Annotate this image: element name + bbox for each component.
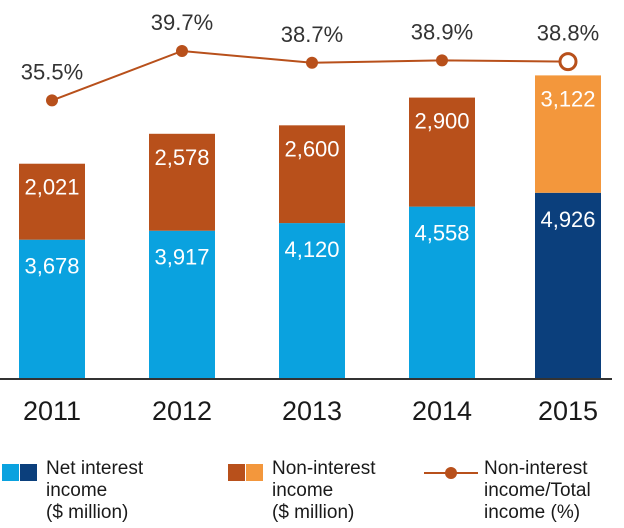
data-label-non-interest-2012: 2,578 [154, 145, 209, 170]
legend-non-interest: Non-interest income ($ million) [228, 458, 376, 524]
legend-net-interest: Net interest income ($ million) [2, 458, 143, 524]
ratio-label-2014: 38.9% [411, 19, 473, 44]
bar-non-interest-2011 [19, 163, 85, 240]
data-label-net-interest-2011: 3,678 [24, 254, 79, 279]
data-label-non-interest-2015: 3,122 [540, 86, 595, 111]
data-label-net-interest-2012: 3,917 [154, 245, 209, 270]
data-label-non-interest-2013: 2,600 [284, 136, 339, 161]
ratio-point-2013 [306, 56, 318, 69]
legend-line-key [424, 464, 478, 481]
data-label-net-interest-2015: 4,926 [540, 207, 595, 232]
data-label-non-interest-2014: 2,900 [414, 109, 469, 134]
legend-ratio: Non-interest income/Total income (%) [424, 458, 591, 524]
bar-net-interest-2011 [19, 239, 85, 378]
bar-net-interest-2014 [409, 206, 475, 378]
legend-label-ratio: Non-interest income/Total income (%) [484, 458, 591, 523]
ratio-point-2012 [176, 45, 188, 58]
x-tick-label-2013: 2013 [282, 396, 342, 426]
ratio-point-2014 [436, 54, 448, 67]
ratio-point-2011 [46, 94, 58, 107]
bar-non-interest-2012 [149, 133, 215, 231]
x-tick-label-2014: 2014 [412, 396, 472, 426]
legend-label-net-interest: Net interest income ($ million) [46, 458, 144, 523]
legend-label-non-interest: Non-interest income ($ million) [272, 458, 376, 523]
legend-swatch-non-interest-highlight [246, 464, 263, 481]
legend-swatch-non-interest [228, 464, 245, 481]
data-label-net-interest-2014: 4,558 [414, 221, 469, 246]
bar-non-interest-2013 [279, 125, 345, 224]
legend-swatch-net-interest-highlight [20, 464, 37, 481]
bar-net-interest-2012 [149, 230, 215, 378]
ratio-label-2011: 35.5% [21, 59, 83, 84]
data-label-net-interest-2013: 4,120 [284, 237, 339, 262]
data-label-non-interest-2011: 2,021 [24, 175, 79, 200]
bar-net-interest-2013 [279, 223, 345, 378]
x-tick-label-2011: 2011 [23, 396, 81, 426]
x-tick-label-2012: 2012 [152, 396, 212, 426]
x-tick-label-2015: 2015 [538, 396, 598, 426]
bar-non-interest-2015 [535, 75, 601, 193]
ratio-point-2015 [558, 52, 578, 72]
ratio-label-2012: 39.7% [151, 10, 213, 35]
bar-non-interest-2014 [409, 97, 475, 207]
ratio-label-2013: 38.7% [281, 22, 343, 47]
legend-swatch-net-interest [2, 464, 19, 481]
bar-net-interest-2015 [535, 192, 601, 378]
ratio-label-2015: 38.8% [537, 21, 599, 46]
